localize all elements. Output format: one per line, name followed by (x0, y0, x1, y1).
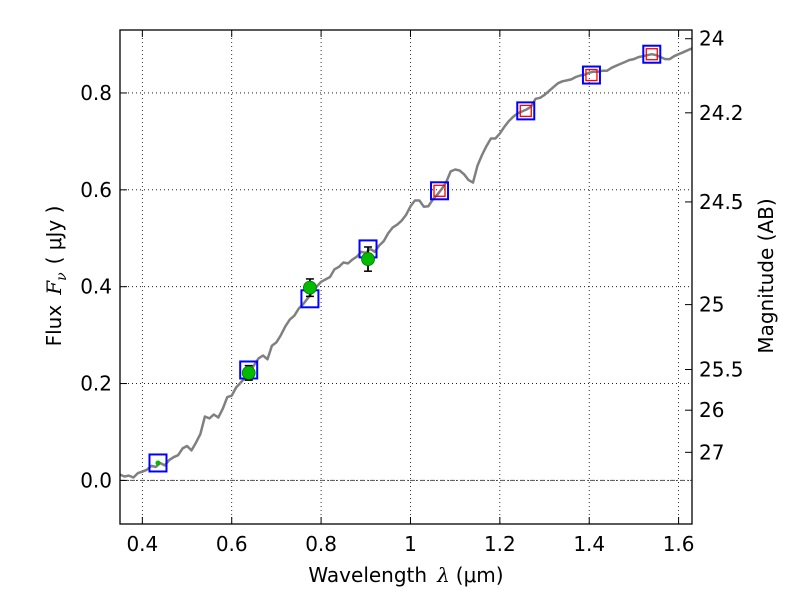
y-tick-label: 0.6 (80, 178, 112, 202)
observed-green-point (155, 460, 161, 466)
y-tick-label: 0.2 (80, 372, 112, 396)
observed-red-square (645, 48, 658, 61)
model-sed-line (119, 47, 693, 479)
model-photometry-square (642, 44, 662, 64)
photometry-markers (148, 44, 662, 473)
y-axis-label: FluxFν( μJy ) (42, 206, 70, 347)
x-tick-label: 1.2 (484, 532, 516, 556)
model-sed-curve (119, 47, 693, 479)
y-tick-labels: 0.0 0.2 0.4 0.6 0.8 (80, 81, 112, 492)
x-axis-label: Wavelength λ (μm) (308, 563, 503, 587)
mag-tick-label: 24 (699, 27, 724, 51)
observed-red-square (519, 104, 532, 118)
mag-tick-label: 25 (699, 293, 724, 317)
model-photometry-square (516, 101, 536, 121)
y-tick-label: 0.8 (80, 81, 112, 105)
observed-green-point (303, 280, 317, 295)
model-photometry-square (581, 65, 601, 85)
y-tick-label: 0.4 (80, 275, 112, 299)
observed-red-square (433, 184, 446, 197)
x-tick-label: 1.4 (573, 532, 605, 556)
x-tick-label: 1.6 (663, 532, 695, 556)
mag-tick-label: 27 (699, 440, 724, 464)
model-photometry-square (430, 181, 450, 201)
x-tick-label: 0.4 (126, 532, 158, 556)
plot-frame (119, 29, 693, 525)
x-tick-label: 1 (404, 532, 417, 556)
mag-tick-label: 26 (699, 398, 724, 422)
observed-red-square (585, 68, 598, 82)
x-tick-label: 0.8 (305, 532, 337, 556)
y2-axis-label: Magnitude (AB) (754, 198, 778, 353)
magnitude-tick-labels: 24 24.2 24.5 25 25.5 26 27 (699, 27, 744, 465)
axis-ticks (120, 30, 692, 524)
observed-green-point (361, 252, 375, 266)
mag-tick-label: 25.5 (699, 358, 744, 382)
mag-tick-label: 24.2 (699, 101, 744, 125)
y-tick-label: 0.0 (80, 468, 112, 492)
x-tick-label: 0.6 (216, 532, 248, 556)
x-tick-labels: 0.4 0.6 0.8 1 1.2 1.4 1.6 (126, 532, 694, 556)
model-photometry-square (148, 453, 168, 473)
observed-green-point (241, 365, 256, 380)
mag-tick-label: 24.5 (699, 190, 744, 214)
grid-lines (120, 30, 692, 524)
